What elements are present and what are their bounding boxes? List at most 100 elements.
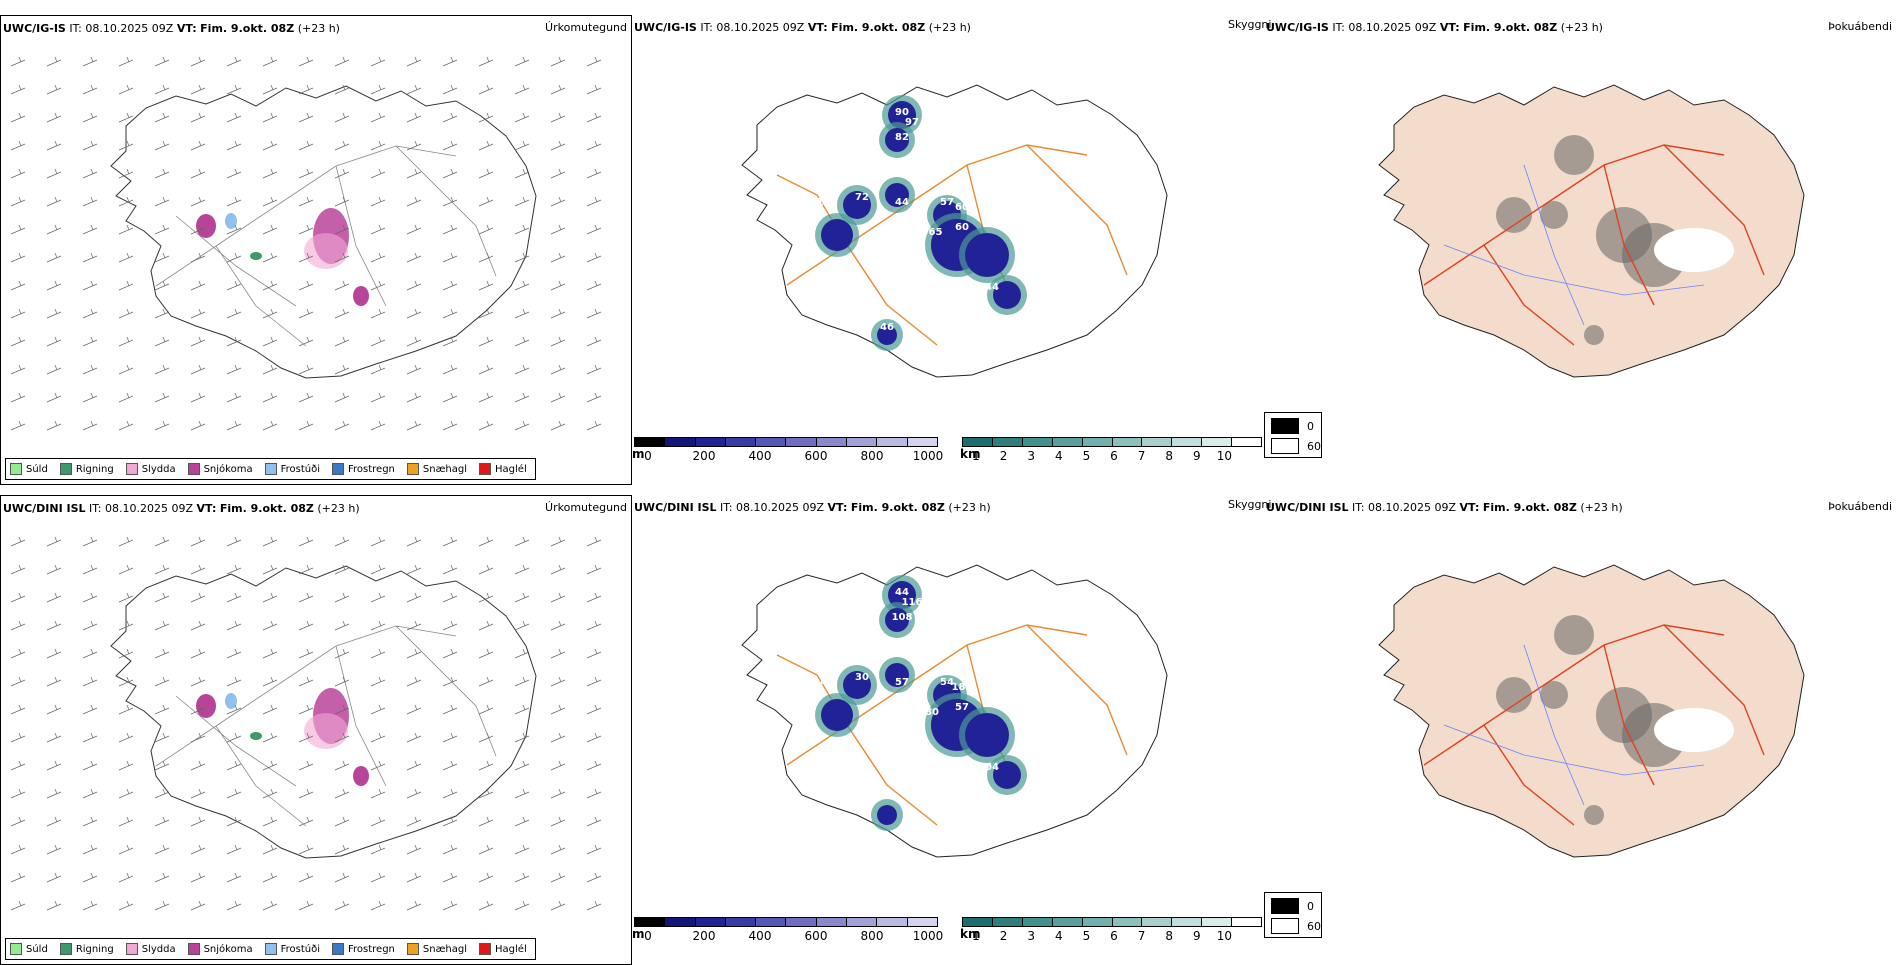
wind-barb bbox=[406, 592, 422, 603]
wind-barb bbox=[262, 168, 278, 179]
wind-barb bbox=[478, 112, 494, 123]
wind-barb bbox=[118, 336, 134, 347]
wind-barb bbox=[262, 420, 278, 431]
colorbar-strip bbox=[634, 437, 938, 447]
colorbar-segment bbox=[665, 918, 696, 926]
colorbar-segment bbox=[963, 918, 993, 926]
wind-barb bbox=[10, 364, 26, 375]
wind-barb bbox=[442, 308, 458, 319]
wind-barb bbox=[442, 112, 458, 123]
low-cloud-area bbox=[965, 713, 1009, 757]
wind-barb bbox=[442, 168, 458, 179]
wind-barb bbox=[154, 252, 170, 263]
wind-barb bbox=[46, 872, 62, 883]
cloud-base-label: 24 bbox=[850, 177, 864, 188]
colorbar-tick-label: 7 bbox=[1137, 449, 1146, 463]
cloud-base-label: 108 bbox=[892, 612, 913, 623]
wind-barb bbox=[10, 420, 26, 431]
snow-area bbox=[353, 766, 369, 786]
panel-name: Skyggni bbox=[1228, 498, 1272, 511]
wind-barb bbox=[10, 816, 26, 827]
freezing-drizzle-area bbox=[225, 693, 237, 709]
wind-barb bbox=[550, 676, 566, 687]
wind-barb bbox=[262, 252, 278, 263]
wind-barb bbox=[334, 816, 350, 827]
wind-barb bbox=[82, 84, 98, 95]
wind-barb bbox=[586, 280, 602, 291]
wind-barb bbox=[82, 252, 98, 263]
road-network bbox=[1423, 144, 1765, 346]
wind-barb bbox=[226, 168, 242, 179]
colorbar-segment bbox=[695, 918, 726, 926]
legend-item: Frostregn bbox=[332, 463, 395, 475]
wind-barb bbox=[586, 196, 602, 207]
wind-barb bbox=[298, 112, 314, 123]
wind-barb bbox=[406, 900, 422, 911]
precip-type-legend: Súld Rigning Slydda Snjókoma Frostúði Frostre… bbox=[5, 458, 536, 480]
colorbar-segment bbox=[963, 438, 993, 446]
legend-swatch bbox=[187, 463, 200, 475]
colorbar-segment bbox=[847, 438, 878, 446]
wind-barb bbox=[334, 252, 350, 263]
wind-barb bbox=[226, 592, 242, 603]
legend-item: Rigning bbox=[59, 463, 114, 475]
wind-barb bbox=[226, 84, 242, 95]
wind-barb bbox=[154, 364, 170, 375]
wind-barb bbox=[370, 364, 386, 375]
legend-label: Slydda bbox=[141, 463, 176, 475]
wind-barb bbox=[262, 280, 278, 291]
wind-barb bbox=[550, 224, 566, 235]
wind-barb bbox=[10, 224, 26, 235]
wind-barb bbox=[154, 564, 170, 575]
colorbar-segment bbox=[1232, 438, 1262, 446]
legend-swatch bbox=[406, 943, 419, 955]
legend-swatch bbox=[187, 943, 200, 955]
wind-barb bbox=[226, 788, 242, 799]
colorbar-segment bbox=[695, 438, 726, 446]
colorbar-segment bbox=[1112, 438, 1143, 446]
fog-legend-swatch bbox=[1271, 438, 1299, 454]
wind-barb bbox=[442, 704, 458, 715]
wind-barb bbox=[226, 900, 242, 911]
panel-name: Þokuábendi bbox=[1828, 20, 1892, 33]
wind-barb bbox=[478, 704, 494, 715]
cloud-base-label: 188 bbox=[952, 682, 973, 693]
wind-barb bbox=[190, 816, 206, 827]
wind-barb bbox=[406, 56, 422, 67]
wind-barb bbox=[478, 84, 494, 95]
wind-barb bbox=[334, 84, 350, 95]
legend-item: Frostúði bbox=[264, 943, 320, 955]
colorbar-tick-label: 600 bbox=[804, 449, 828, 463]
wind-barb bbox=[10, 336, 26, 347]
wind-barb bbox=[190, 392, 206, 403]
wind-barb bbox=[586, 704, 602, 715]
wind-barb bbox=[442, 392, 458, 403]
wind-barb bbox=[10, 592, 26, 603]
wind-barb bbox=[298, 84, 314, 95]
fog-legend-item: 0 bbox=[1271, 898, 1314, 914]
sleet-area bbox=[304, 233, 348, 269]
cloud-base-colorbar: 0 200 400 600 800 1000 m bbox=[632, 917, 943, 947]
wind-barb bbox=[10, 252, 26, 263]
wind-barb bbox=[406, 168, 422, 179]
wind-barb bbox=[334, 392, 350, 403]
cloud-base-label: 82 bbox=[895, 132, 909, 143]
wind-barb bbox=[550, 420, 566, 431]
wind-barb bbox=[406, 704, 422, 715]
wind-barb bbox=[478, 420, 494, 431]
wind-barb bbox=[82, 872, 98, 883]
wind-barb bbox=[478, 844, 494, 855]
wind-barb bbox=[82, 112, 98, 123]
wind-barb bbox=[514, 536, 530, 547]
wind-barb bbox=[334, 620, 350, 631]
wind-barb bbox=[154, 308, 170, 319]
wind-barb bbox=[550, 168, 566, 179]
wind-barb bbox=[442, 592, 458, 603]
wind-barb bbox=[478, 224, 494, 235]
wind-barb bbox=[514, 844, 530, 855]
road-network bbox=[1423, 624, 1765, 826]
cloud-base-label: 63 bbox=[855, 802, 869, 813]
wind-barb bbox=[514, 112, 530, 123]
river-network bbox=[1443, 644, 1705, 806]
wind-barb bbox=[46, 420, 62, 431]
